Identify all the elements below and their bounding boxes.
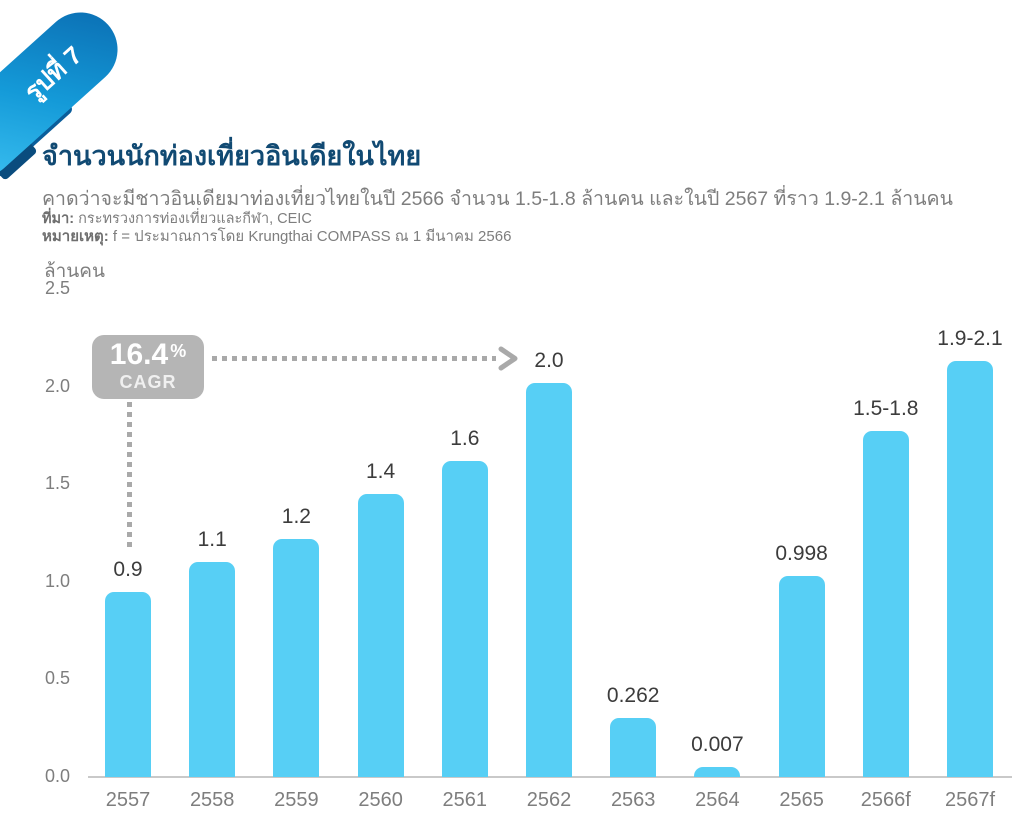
x-axis-label-2559: 2559 xyxy=(274,789,319,811)
x-axis-label-2564: 2564 xyxy=(695,789,740,811)
chart-title: จำนวนนักท่องเที่ยวอินเดียในไทย xyxy=(42,141,422,171)
cagr-dotted-connector xyxy=(127,402,132,549)
x-axis-label-2566f: 2566f xyxy=(860,789,911,811)
bar-value-label-2565: 0.998 xyxy=(775,542,828,565)
bar-value-label-2559: 1.2 xyxy=(281,505,311,528)
bar-value-label-2562: 2.0 xyxy=(534,349,564,372)
cagr-value: 16.4% xyxy=(109,338,187,371)
bar-2560 xyxy=(357,494,404,777)
y-axis-unit-label: ล้านคน xyxy=(44,261,105,282)
bar-2562 xyxy=(526,383,572,777)
cagr-arrow-head-icon xyxy=(498,346,518,371)
y-axis-tick-label-2.0: 2.0 xyxy=(45,375,71,396)
bar-2559 xyxy=(273,539,320,777)
note-line: หมายเหตุ: f = ประมาณการโดย Krungthai COM… xyxy=(42,224,511,248)
y-axis-tick-label-2.5: 2.5 xyxy=(45,278,71,298)
bar-value-label-2563: 0.262 xyxy=(606,684,660,707)
x-axis-label-2565: 2565 xyxy=(779,789,824,811)
x-axis-label-2567f: 2567f xyxy=(944,789,996,811)
bar-value-label-2560: 1.4 xyxy=(365,460,396,483)
x-axis-label-2557: 2557 xyxy=(105,789,151,811)
cagr-badge: 16.4% CAGR xyxy=(92,335,204,399)
bar-2561 xyxy=(441,461,488,777)
note-text: f = ประมาณการโดย Krungthai COMPASS ณ 1 ม… xyxy=(108,228,512,245)
bar-2557 xyxy=(105,592,151,777)
source-line: ที่มา: กระทรวงการท่องเที่ยวและกีฬา, CEIC xyxy=(42,207,312,230)
y-axis-tick-label-1.0: 1.0 xyxy=(45,570,71,591)
source-text: กระทรวงการท่องเที่ยวและกีฬา, CEIC xyxy=(74,211,312,227)
bar-value-label-2558: 1.1 xyxy=(197,528,227,551)
x-axis-line xyxy=(88,776,1012,778)
bar-value-label-2564: 0.007 xyxy=(691,733,744,756)
y-axis-tick-label-0.5: 0.5 xyxy=(45,668,71,689)
x-axis-label-2562: 2562 xyxy=(526,789,572,811)
x-axis-label-2560: 2560 xyxy=(358,789,403,811)
bar-2563 xyxy=(610,718,657,777)
note-label: หมายเหตุ: xyxy=(42,228,109,245)
figure-number-ribbon: รูปที่ 7 xyxy=(0,0,170,198)
bar-value-label-2566f: 1.5-1.8 xyxy=(853,397,919,420)
bar-2567f xyxy=(947,361,993,777)
chart-subtitle: คาดว่าจะมีชาวอินเดียมาท่องเที่ยวไทยในปี … xyxy=(42,188,953,210)
y-axis-tick-label-1.5: 1.5 xyxy=(45,473,71,494)
source-label: ที่มา: xyxy=(42,211,75,227)
bar-2564 xyxy=(694,767,741,777)
bar-2566f xyxy=(862,431,909,777)
bar-2558 xyxy=(189,562,236,777)
percent-sign: % xyxy=(170,341,187,361)
bar-value-label-2561: 1.6 xyxy=(450,427,480,450)
x-axis-label-2563: 2563 xyxy=(610,789,656,811)
figure-number-label: รูปที่ 7 xyxy=(19,41,88,107)
bar-value-label-2557: 0.9 xyxy=(113,558,143,581)
x-axis-label-2561: 2561 xyxy=(442,789,488,811)
y-axis-tick-label-0.0: 0.0 xyxy=(45,766,71,786)
cagr-dotted-arrow-line xyxy=(212,356,496,361)
x-axis-label-2558: 2558 xyxy=(189,789,235,811)
bar-value-label-2567f: 1.9-2.1 xyxy=(937,327,1003,350)
bar-2565 xyxy=(778,576,825,777)
cagr-label: CAGR xyxy=(119,372,177,392)
